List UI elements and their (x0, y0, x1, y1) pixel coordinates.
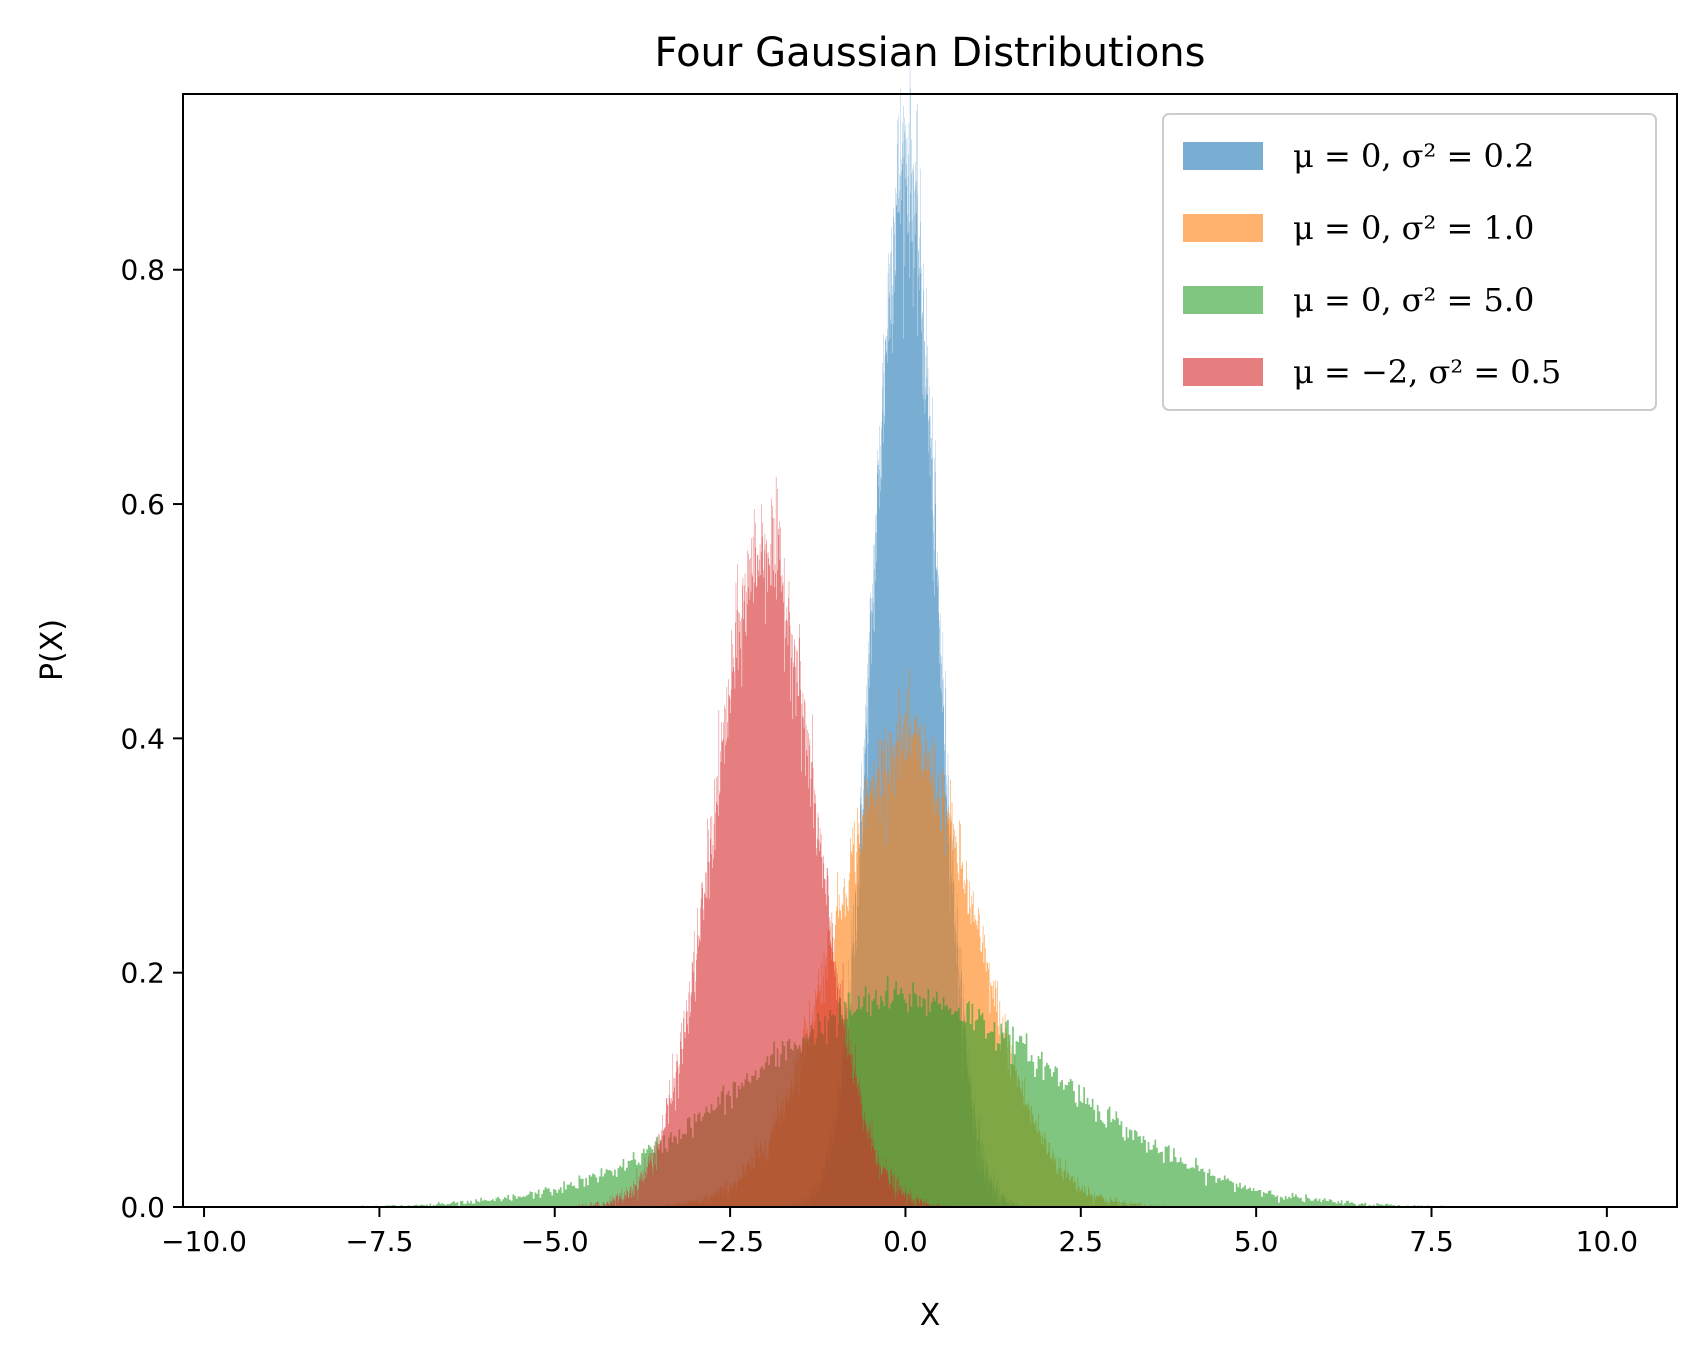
chart-title: Four Gaussian Distributions (655, 30, 1206, 76)
x-axis-ticks: −10.0 −7.5 −5.0 −2.5 0.0 2.5 5.0 7.5 10.0 (161, 1207, 1638, 1258)
x-axis-label: X (920, 1298, 941, 1333)
x-tick-label: −5.0 (521, 1225, 589, 1258)
x-tick-label: 5.0 (1234, 1225, 1279, 1258)
y-tick-label: 0.4 (120, 722, 165, 755)
x-tick-label: −7.5 (345, 1225, 413, 1258)
x-tick-label: 10.0 (1576, 1225, 1638, 1258)
histogram-series-4 (576, 476, 955, 1207)
legend-frame (1162, 113, 1657, 411)
x-tick-label: 2.5 (1059, 1225, 1104, 1258)
y-axis-ticks: 0.0 0.2 0.4 0.6 0.8 (120, 254, 183, 1224)
y-tick-label: 0.6 (120, 488, 165, 521)
histogram-series-3 (309, 976, 1504, 1207)
legend-swatch (1183, 286, 1263, 314)
plot-area-frame (182, 93, 1678, 1208)
legend-label: μ = 0, σ² = 1.0 (1293, 209, 1534, 247)
histogram-series-2 (639, 668, 1175, 1207)
legend-swatch (1183, 358, 1263, 386)
y-tick-label: 0.0 (120, 1191, 165, 1224)
legend-label: μ = −2, σ² = 0.5 (1293, 353, 1561, 391)
legend-swatch (1183, 214, 1263, 242)
histogram-bars (309, 59, 1504, 1207)
histogram-series-1 (784, 59, 1025, 1207)
y-axis-label: P(X) (35, 619, 70, 681)
legend-label: μ = 0, σ² = 0.2 (1293, 137, 1534, 175)
x-tick-label: −2.5 (696, 1225, 764, 1258)
legend: μ = 0, σ² = 0.2 μ = 0, σ² = 1.0 μ = 0, σ² … (1162, 113, 1657, 411)
y-tick-label: 0.8 (120, 254, 165, 287)
x-tick-label: 0.0 (883, 1225, 928, 1258)
y-tick-label: 0.2 (120, 957, 165, 990)
legend-swatch (1183, 142, 1263, 170)
x-tick-label: −10.0 (161, 1225, 247, 1258)
x-tick-label: 7.5 (1409, 1225, 1454, 1258)
legend-label: μ = 0, σ² = 5.0 (1293, 281, 1534, 319)
